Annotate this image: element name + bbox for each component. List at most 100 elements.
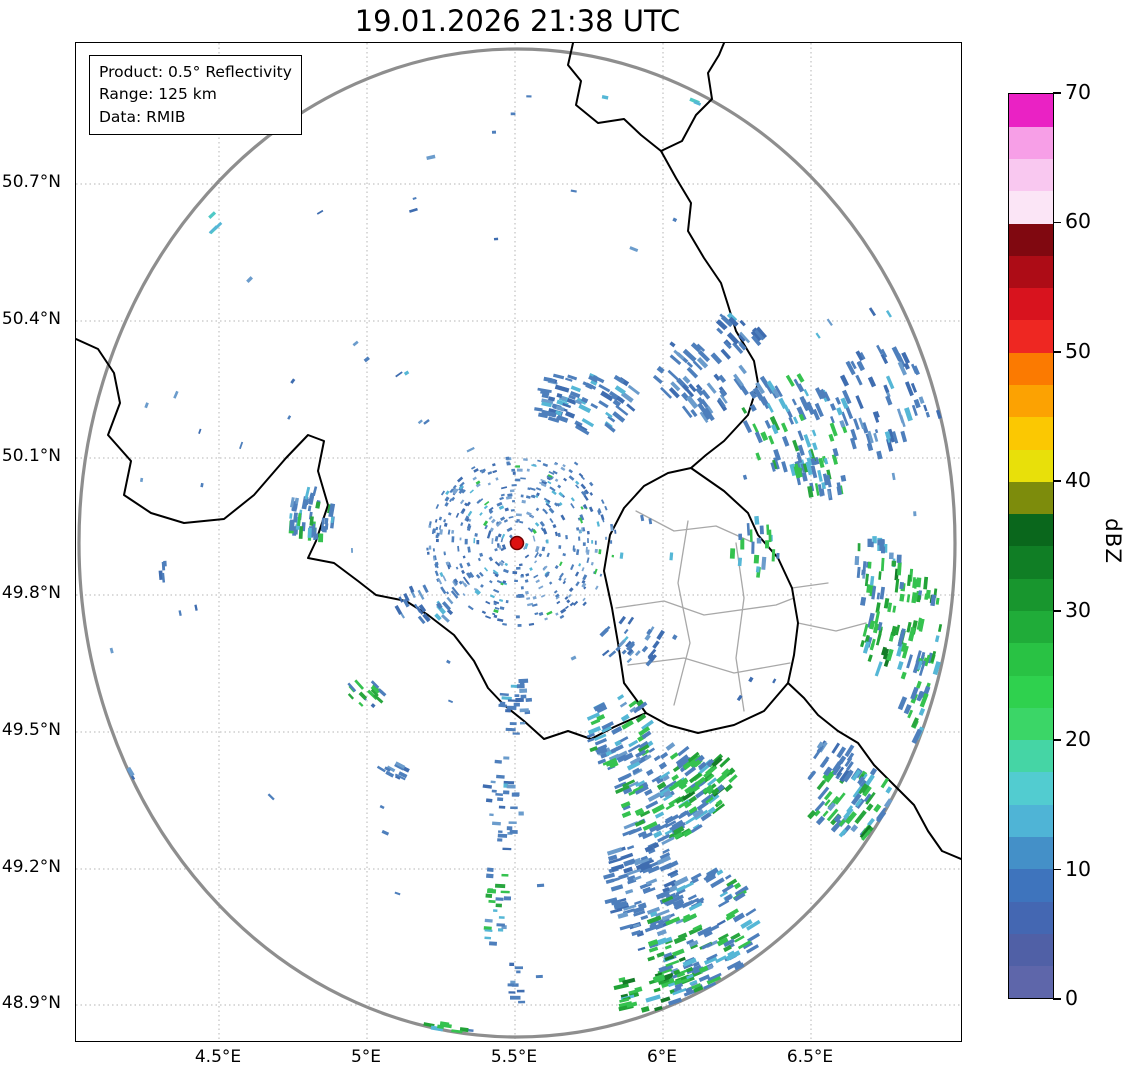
echo-bin (402, 766, 410, 773)
echo-bin (517, 593, 524, 597)
echo-bin (916, 680, 922, 689)
echo-bin (307, 527, 312, 538)
echo-bin (432, 548, 435, 552)
echo-bin (475, 574, 481, 579)
echo-bin (452, 484, 457, 489)
echo-bin (707, 773, 715, 781)
echo-bin (689, 943, 698, 950)
echo-bin (866, 584, 872, 594)
echo-bin (500, 493, 505, 497)
echo-bin (483, 505, 488, 510)
echo-bin (649, 654, 657, 662)
echo-bin (903, 704, 912, 715)
echo-bin (525, 495, 531, 499)
echo-bin (858, 417, 865, 430)
echo-bin (525, 590, 529, 595)
echo-bin (854, 555, 860, 566)
echo-bin (716, 869, 724, 876)
echo-bin (850, 824, 859, 833)
echo-bin (514, 966, 524, 970)
echo-bin (688, 902, 703, 911)
echo-bin (324, 517, 329, 525)
echo-bin (627, 384, 640, 396)
echo-bin (461, 489, 466, 494)
radar-site-marker (509, 535, 525, 551)
echo-bin (674, 982, 684, 989)
echo-bin (634, 650, 641, 657)
echo-bin (677, 932, 688, 940)
echo-bin (545, 500, 550, 505)
echo-bin (628, 649, 635, 657)
echo-bin (685, 986, 693, 994)
echo-bin (697, 402, 708, 415)
echo-bin (860, 640, 865, 648)
echo-bin (869, 642, 875, 651)
echo-bin (897, 661, 904, 671)
echo-bin (481, 610, 487, 615)
echo-bin (810, 465, 818, 479)
echo-bin (897, 361, 907, 376)
echo-bin (546, 552, 550, 558)
echo-bin (558, 491, 564, 497)
echo-bin (761, 556, 767, 570)
colorbar-segment (1009, 223, 1053, 256)
echo-bin (664, 814, 680, 825)
echo-bin (531, 464, 537, 468)
echo-bin (596, 521, 600, 527)
echo-bin (725, 950, 741, 962)
echo-bin (634, 819, 646, 827)
echo-bin (484, 929, 493, 932)
echo-bin (492, 463, 496, 467)
echo-bin (547, 474, 553, 478)
colorbar-segment (1009, 578, 1053, 612)
echo-bin (671, 893, 680, 900)
echo-bin (652, 374, 663, 385)
echo-bin (886, 438, 894, 452)
echo-bin (671, 634, 678, 641)
echo-bin (594, 744, 608, 752)
echo-bin (617, 911, 629, 919)
echo-bin (483, 520, 489, 527)
echo-bin (598, 549, 602, 555)
echo-bin (638, 726, 651, 737)
echo-bin (772, 678, 777, 684)
echo-bin (923, 576, 929, 590)
colorbar-segment (1009, 352, 1053, 386)
range-ring (77, 47, 957, 1039)
echo-bin (208, 211, 217, 219)
echo-bin (487, 888, 494, 893)
echo-bin (900, 430, 908, 443)
echo-bin (492, 569, 499, 575)
echo-bin (766, 385, 773, 395)
echo-bin (778, 397, 788, 410)
echo-bin (862, 623, 869, 637)
echo-bin (460, 522, 464, 527)
echo-bin (855, 395, 864, 410)
echo-bin (467, 546, 471, 553)
echo-bin (488, 941, 498, 946)
echo-bin (836, 766, 845, 777)
echo-bin (659, 771, 671, 780)
echo-bin (619, 998, 629, 1003)
echo-bin (930, 594, 937, 607)
echo-bin (509, 830, 518, 834)
echo-bin (648, 747, 656, 754)
lon-axis-labels: 4.5°E 5°E 5.5°E 6°E 6.5°E (75, 1047, 960, 1075)
echo-bin (692, 961, 700, 968)
echo-bin (688, 383, 697, 393)
echo-bin (918, 707, 926, 716)
echo-bin (503, 896, 512, 901)
echo-bin (716, 937, 729, 947)
map-canvas (76, 43, 961, 1041)
echo-bin (445, 561, 450, 566)
echo-bin (126, 766, 135, 777)
echo-bin (618, 873, 629, 880)
echo-bin (633, 910, 646, 917)
echo-bin (651, 774, 663, 783)
echo-bin (602, 625, 611, 635)
echo-bin (663, 794, 673, 802)
lon-tick-label: 6.5°E (786, 1047, 834, 1067)
echo-bin (556, 414, 569, 423)
echo-bin (676, 760, 686, 769)
echo-bin (746, 919, 761, 931)
